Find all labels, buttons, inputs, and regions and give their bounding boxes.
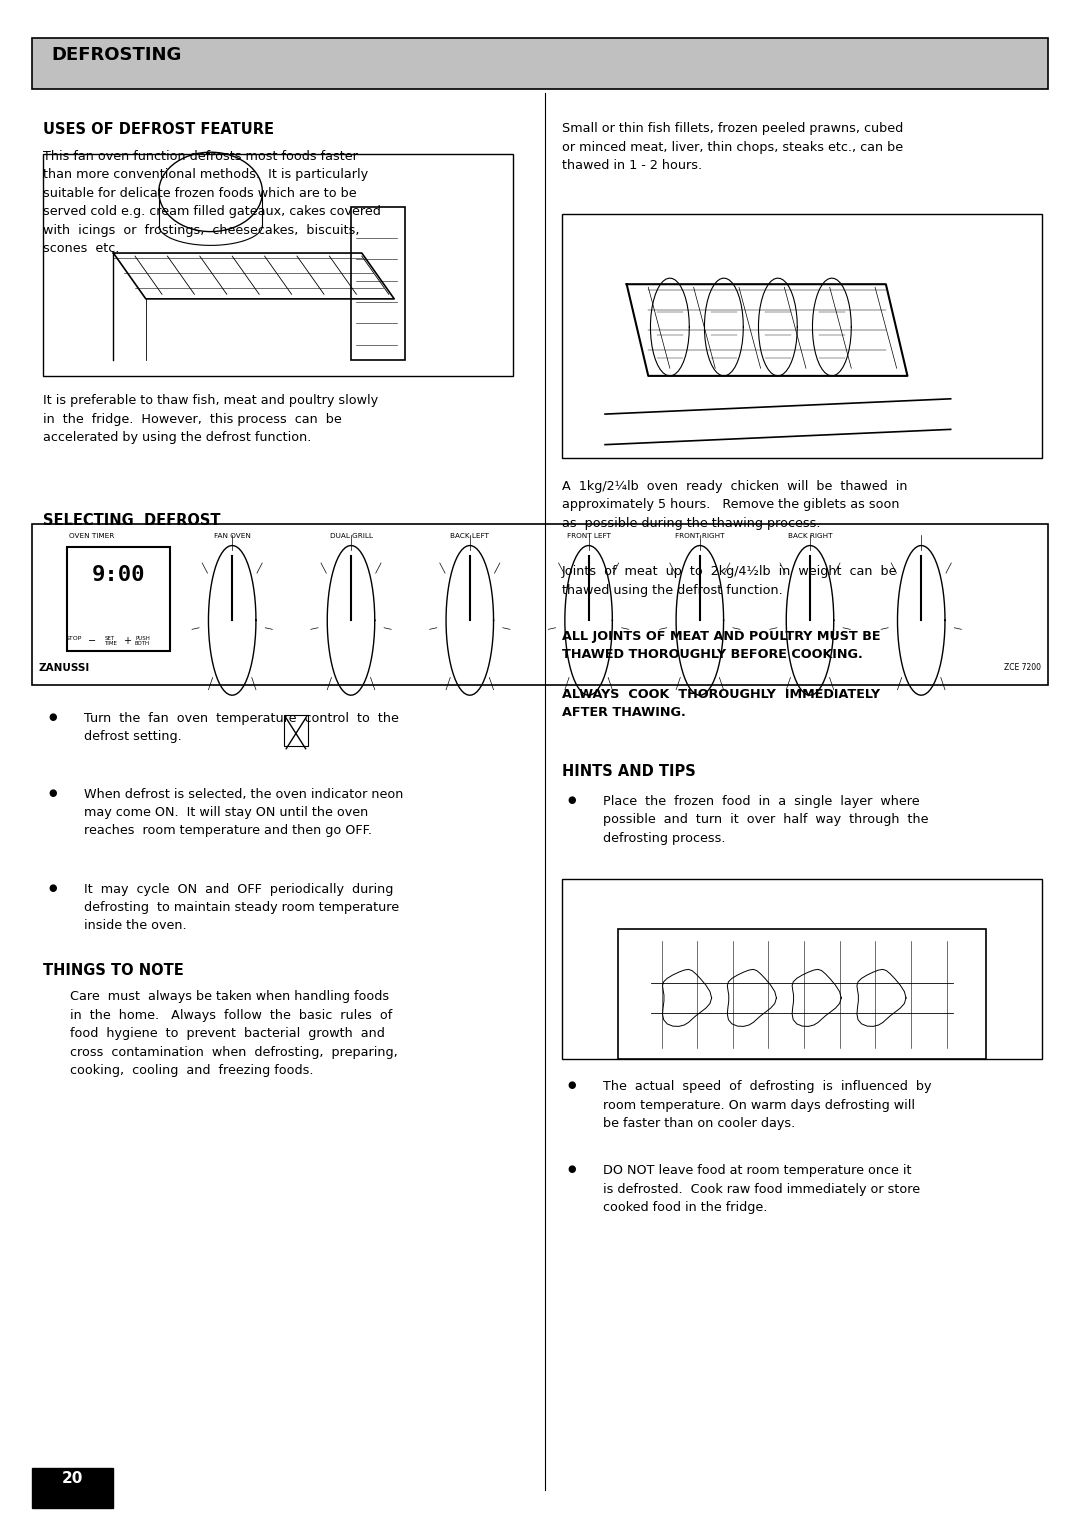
- Bar: [562, 879, 1042, 1059]
- Text: DO NOT leave food at room temperature once it
is defrosted.  Cook raw food immed: DO NOT leave food at room temperature on…: [603, 1164, 920, 1215]
- Bar: [32, 38, 1048, 89]
- Text: ALWAYS  COOK  THOROUGHLY  IMMEDIATELY
AFTER THAWING.: ALWAYS COOK THOROUGHLY IMMEDIATELY AFTER…: [562, 688, 880, 720]
- Text: This fan oven function defrosts most foods faster
than more conventional methods: This fan oven function defrosts most foo…: [43, 150, 381, 255]
- Text: 9:00: 9:00: [92, 565, 145, 585]
- Text: When defrost is selected, the oven indicator neon
may come ON.  It will stay ON : When defrost is selected, the oven indic…: [84, 788, 404, 837]
- Text: Joints  of  meat  up  to  2kg/4½lb  in  weight  can  be
thawed using the defrost: Joints of meat up to 2kg/4½lb in weight …: [562, 565, 897, 597]
- Text: STOP: STOP: [65, 636, 82, 640]
- Text: FRONT LEFT: FRONT LEFT: [567, 533, 610, 539]
- Bar: [351, 208, 405, 361]
- Text: ZANUSSI: ZANUSSI: [39, 663, 90, 674]
- Text: Turn  the  fan  oven  temperature  control  to  the
defrost setting.: Turn the fan oven temperature control to…: [84, 712, 400, 743]
- Text: It is preferable to thaw fish, meat and poultry slowly
in  the  fridge.  However: It is preferable to thaw fish, meat and …: [43, 394, 378, 445]
- Text: ●: ●: [567, 1164, 576, 1175]
- Text: +: +: [123, 636, 132, 646]
- Text: OVEN TIMER: OVEN TIMER: [69, 533, 114, 539]
- Text: It  may  cycle  ON  and  OFF  periodically  during
defrosting  to maintain stead: It may cycle ON and OFF periodically dur…: [84, 883, 400, 932]
- Text: ●: ●: [567, 795, 576, 805]
- Text: THINGS TO NOTE: THINGS TO NOTE: [43, 963, 184, 978]
- Bar: [562, 214, 1042, 458]
- Bar: [32, 524, 1048, 685]
- Text: BACK RIGHT: BACK RIGHT: [787, 533, 833, 539]
- Bar: [32, 1468, 113, 1508]
- Text: Small or thin fish fillets, frozen peeled prawns, cubed
or minced meat, liver, t: Small or thin fish fillets, frozen peele…: [562, 122, 903, 173]
- Bar: [618, 929, 986, 1059]
- Text: BACK LEFT: BACK LEFT: [450, 533, 489, 539]
- Text: DUAL GRILL: DUAL GRILL: [329, 533, 373, 539]
- Text: −: −: [87, 636, 96, 646]
- Text: SET
TIME: SET TIME: [104, 636, 117, 646]
- Bar: [284, 715, 308, 746]
- Text: The  actual  speed  of  defrosting  is  influenced  by
room temperature. On warm: The actual speed of defrosting is influe…: [603, 1080, 931, 1131]
- Text: ALL JOINTS OF MEAT AND POULTRY MUST BE
THAWED THOROUGHLY BEFORE COOKING.: ALL JOINTS OF MEAT AND POULTRY MUST BE T…: [562, 630, 880, 662]
- Text: FRONT RIGHT: FRONT RIGHT: [675, 533, 725, 539]
- Text: Place  the  frozen  food  in  a  single  layer  where
possible  and  turn  it  o: Place the frozen food in a single layer …: [603, 795, 928, 845]
- Text: ZCE 7200: ZCE 7200: [1004, 663, 1041, 672]
- Text: HINTS AND TIPS: HINTS AND TIPS: [562, 764, 696, 779]
- Text: DEFROSTING: DEFROSTING: [52, 46, 183, 64]
- Text: PUSH
BOTH: PUSH BOTH: [135, 636, 150, 646]
- Text: FAN OVEN: FAN OVEN: [214, 533, 251, 539]
- Bar: [67, 547, 170, 651]
- Bar: [43, 154, 513, 376]
- Text: ●: ●: [49, 883, 57, 894]
- Text: A  1kg/2¼lb  oven  ready  chicken  will  be  thawed  in
approximately 5 hours.  : A 1kg/2¼lb oven ready chicken will be th…: [562, 480, 907, 530]
- Text: Care  must  always be taken when handling foods
in  the  home.   Always  follow : Care must always be taken when handling …: [70, 990, 397, 1077]
- Text: SELECTING  DEFROST: SELECTING DEFROST: [43, 513, 220, 529]
- Text: USES OF DEFROST FEATURE: USES OF DEFROST FEATURE: [43, 122, 274, 138]
- Text: 20: 20: [62, 1471, 83, 1487]
- Text: ●: ●: [49, 788, 57, 799]
- Text: ●: ●: [567, 1080, 576, 1091]
- Text: ●: ●: [49, 712, 57, 723]
